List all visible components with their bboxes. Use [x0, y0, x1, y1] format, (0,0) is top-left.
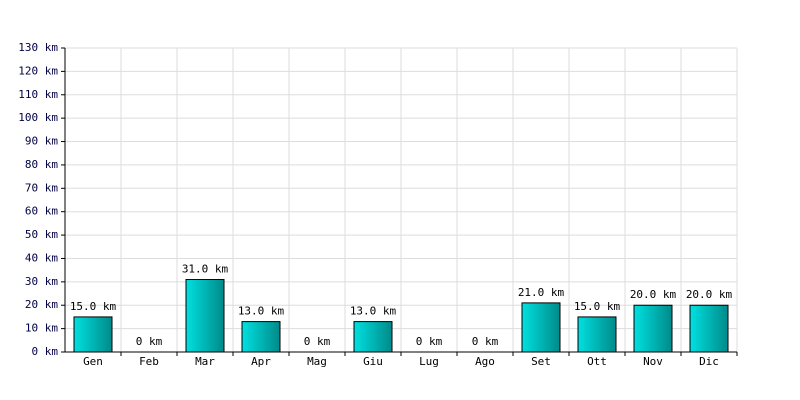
value-label: 0 km [472, 335, 499, 348]
value-label: 13.0 km [350, 305, 397, 318]
x-tick-label: Mar [195, 355, 215, 368]
y-tick-label: 130 km [18, 41, 58, 54]
bar [633, 304, 673, 353]
y-tick-label: 40 km [25, 251, 58, 264]
value-label: 20.0 km [686, 288, 733, 301]
x-tick-label: Giu [363, 355, 383, 368]
y-tick-label: 80 km [25, 158, 58, 171]
value-label: 15.0 km [70, 300, 117, 313]
x-tick-label: Set [531, 355, 551, 368]
bar [689, 304, 729, 353]
y-tick-label: 60 km [25, 205, 58, 218]
y-tick-label: 10 km [25, 322, 58, 335]
y-tick-label: 120 km [18, 64, 58, 77]
bar [73, 316, 113, 353]
value-label: 0 km [416, 335, 443, 348]
y-tick-label: 110 km [18, 88, 58, 101]
bar [353, 321, 393, 353]
x-tick-label: Ago [475, 355, 495, 368]
bar [241, 321, 281, 353]
x-tick-label: Dic [699, 355, 719, 368]
x-tick-label: Gen [83, 355, 103, 368]
value-label: 15.0 km [574, 300, 621, 313]
y-tick-label: 100 km [18, 111, 58, 124]
y-tick-label: 20 km [25, 298, 58, 311]
value-label: 20.0 km [630, 288, 677, 301]
y-tick-label: 30 km [25, 275, 58, 288]
value-label: 21.0 km [518, 286, 565, 299]
y-tick-label: 70 km [25, 181, 58, 194]
bar [577, 316, 617, 353]
value-label: 31.0 km [182, 263, 229, 276]
x-tick-label: Nov [643, 355, 663, 368]
value-label: 0 km [136, 335, 163, 348]
value-label: 0 km [304, 335, 331, 348]
y-tick-label: 0 km [32, 345, 59, 358]
y-tick-label: 50 km [25, 228, 58, 241]
y-tick-label: 90 km [25, 135, 58, 148]
x-tick-label: Apr [251, 355, 271, 368]
bar [521, 302, 561, 353]
x-tick-label: Mag [307, 355, 327, 368]
x-tick-label: Ott [587, 355, 607, 368]
bar [185, 279, 225, 353]
x-tick-label: Feb [139, 355, 159, 368]
value-label: 13.0 km [238, 305, 285, 318]
x-tick-label: Lug [419, 355, 439, 368]
